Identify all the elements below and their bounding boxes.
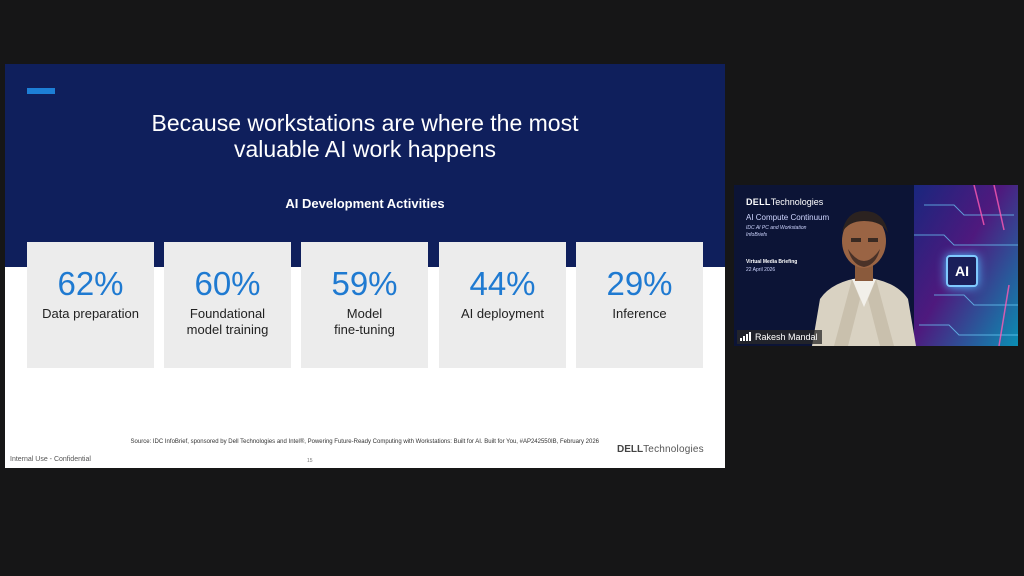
logo-dell-text: DELL: [617, 444, 644, 455]
video-title: AI Compute Continuum: [746, 213, 830, 222]
video-brand-logo: DELLTechnologies: [746, 197, 823, 207]
slide-title: Because workstations are where the most …: [151, 110, 579, 162]
page-number: 15: [307, 458, 313, 464]
activity-label: Inference: [612, 306, 667, 321]
signal-bars-icon: [740, 332, 751, 341]
logo-technologies-text: Technologies: [643, 444, 704, 455]
ai-chip-icon: AI: [946, 255, 978, 287]
confidentiality-label: Internal Use - Confidential: [10, 456, 91, 463]
activity-card: 59% Model fine-tuning: [301, 242, 428, 368]
slide-header-band: [5, 64, 725, 267]
activity-card: 62% Data preparation: [27, 242, 154, 368]
activity-label: Data preparation: [42, 306, 139, 321]
activity-card: 60% Foundational model training: [164, 242, 291, 368]
activity-card: 44% AI deployment: [439, 242, 566, 368]
video-event-date: 22 April 2026: [746, 267, 776, 273]
circuit-lines-graphic: [914, 185, 1018, 346]
participant-name-tag: Rakesh Mandal: [737, 330, 822, 344]
activity-percent: 29%: [606, 265, 673, 302]
video-subtitle: IDC AI PC and Workstation: [746, 225, 807, 231]
video-event-name: Virtual Media Briefing: [746, 259, 798, 265]
presentation-slide: Because workstations are where the most …: [5, 64, 725, 468]
activity-percent: 60%: [194, 265, 261, 302]
activity-label: Model fine-tuning: [334, 306, 395, 337]
video-brand-technologies: Technologies: [770, 197, 824, 207]
participant-video-tile[interactable]: AI DELLTechnologies AI Compute Continuum…: [734, 185, 1018, 346]
participant-video: [812, 211, 916, 346]
accent-bar: [27, 88, 55, 94]
activity-label: Foundational model training: [186, 306, 269, 337]
activity-label: AI deployment: [460, 306, 545, 321]
source-citation: Source: IDC InfoBrief, sponsored by Dell…: [130, 439, 599, 445]
activity-percent: 59%: [331, 265, 398, 302]
video-brand-dell: DELL: [746, 197, 771, 207]
activity-percent: 62%: [57, 265, 124, 302]
activity-card: 29% Inference: [576, 242, 703, 368]
activity-percent: 44%: [469, 265, 536, 302]
participant-name: Rakesh Mandal: [755, 332, 818, 342]
dell-technologies-logo: DELLTechnologies: [617, 444, 704, 455]
section-title: AI Development Activities: [285, 196, 445, 211]
video-subtitle-2: InfoBriefs: [746, 232, 768, 238]
